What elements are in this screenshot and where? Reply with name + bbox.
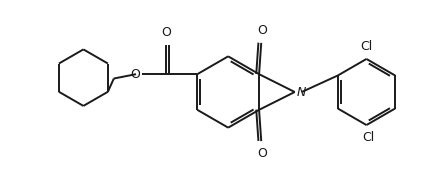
Text: O: O <box>130 68 140 81</box>
Text: O: O <box>257 24 266 37</box>
Text: Cl: Cl <box>362 131 374 144</box>
Text: Cl: Cl <box>360 40 372 53</box>
Text: O: O <box>257 147 266 160</box>
Text: N: N <box>296 86 305 98</box>
Text: O: O <box>161 26 170 39</box>
